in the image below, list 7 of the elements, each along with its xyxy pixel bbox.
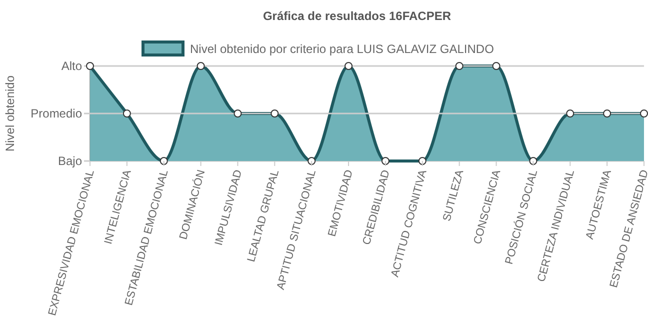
ref-line-label: Promedio <box>30 106 82 121</box>
legend-label: Nivel obtenido por criterio para LUIS GALAVIZ GALINDO <box>190 42 494 56</box>
text: Bajo <box>58 154 82 168</box>
x-tick-label: LEALTAD GRUPAL <box>245 168 282 264</box>
chart-title: Gráfica de resultados 16FACPER <box>262 9 452 23</box>
y-axis-title: Nivel obtenido <box>3 75 17 152</box>
ref-line-label: Alto <box>61 59 82 74</box>
